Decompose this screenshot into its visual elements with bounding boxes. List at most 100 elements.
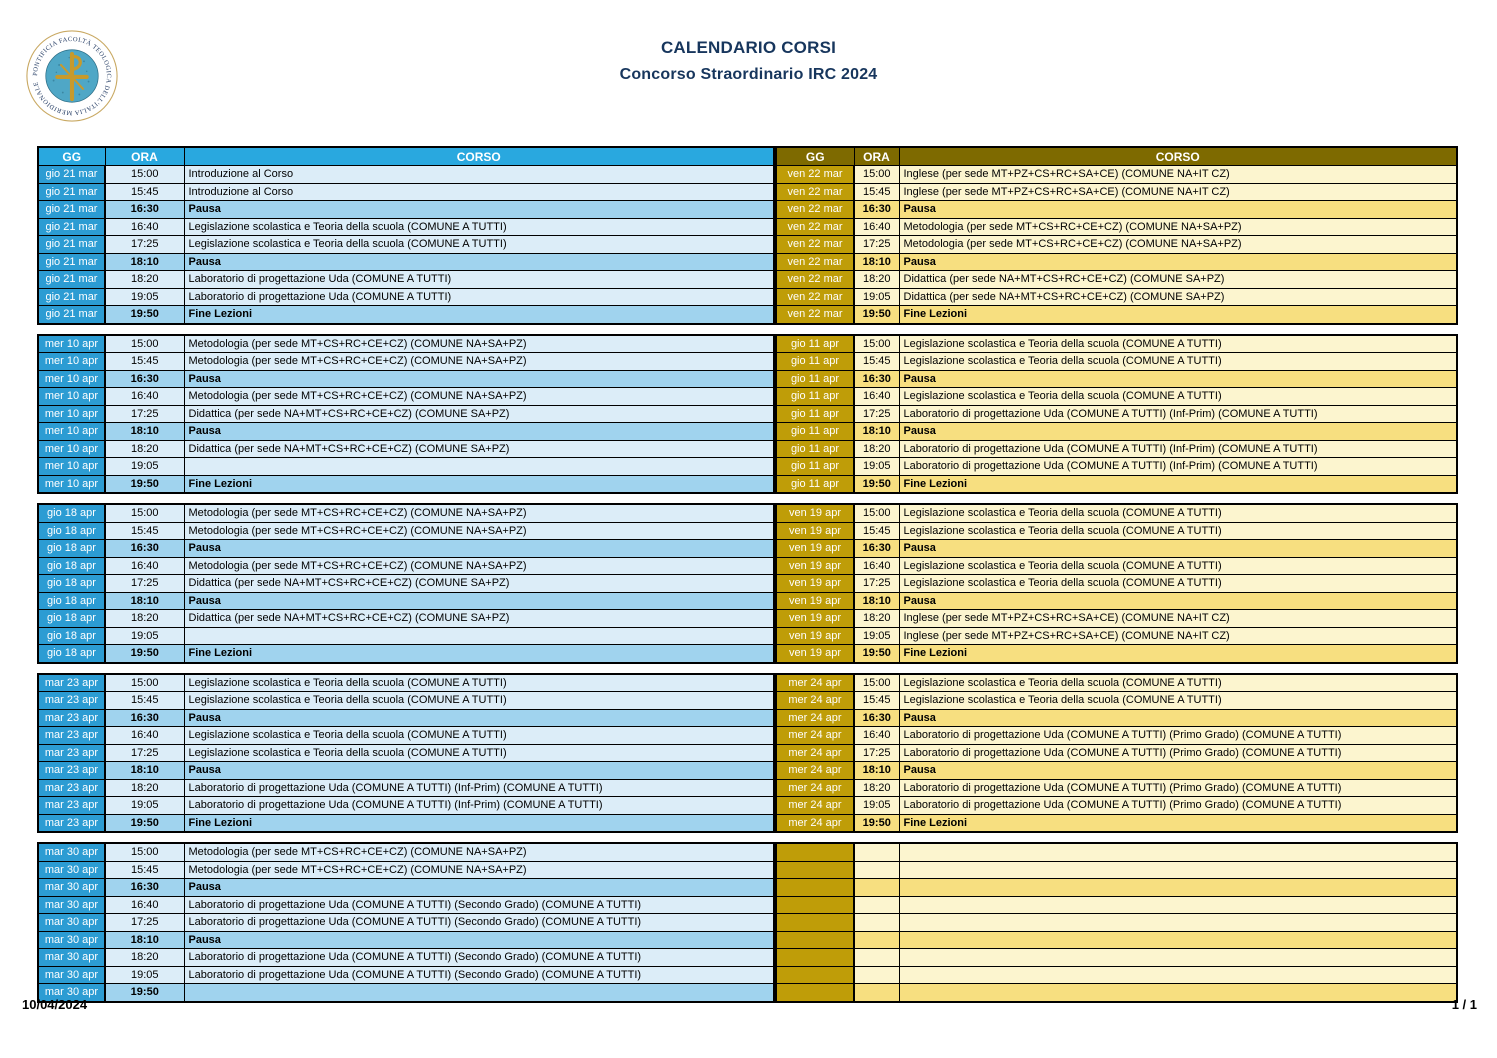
day-cell: gio 21 mar <box>37 200 106 219</box>
time-cell: 19:05 <box>853 457 900 476</box>
time-cell: 16:30 <box>853 200 900 219</box>
day-cell: ven 19 apr <box>775 556 855 575</box>
course-cell: Laboratorio di progettazione Uda (COMUNE… <box>183 796 775 815</box>
time-cell: 17:25 <box>104 913 185 932</box>
day-cell: ven 19 apr <box>775 574 855 593</box>
course-cell: Fine Lezioni <box>183 644 775 663</box>
schedule-row: ven 22 mar 15:45 Inglese (per sede MT+PZ+C… <box>775 182 1458 201</box>
day-cell: ven 22 mar <box>775 217 855 236</box>
time-cell: 18:10 <box>853 422 900 441</box>
schedule-row: ven 19 apr 16:40 Legislazione scolastica e… <box>775 556 1458 575</box>
day-cell: ven 19 apr <box>775 591 855 610</box>
day-cell: mer 24 apr <box>775 761 855 780</box>
day-table-right: GG ORA CORSO ven 22 mar 15:00 Inglese (per se… <box>775 146 1458 325</box>
course-cell: Legislazione scolastica e Teoria della s… <box>183 673 775 692</box>
schedule-row: gio 11 apr 16:40 Legislazione scolastica e… <box>775 387 1458 406</box>
schedule-row: mar 30 apr 16:40 Laboratorio di progettazi… <box>37 895 775 914</box>
time-cell: 17:25 <box>104 235 185 254</box>
schedule-row: mer 10 apr 15:45 Metodologia (per sede MT+… <box>37 352 775 371</box>
course-cell: Introduzione al Corso <box>183 165 775 184</box>
course-cell: Pausa <box>183 369 775 388</box>
day-cell: gio 21 mar <box>37 165 106 184</box>
day-table-left: gio 18 apr 15:00 Metodologia (per sede MT+… <box>37 503 775 664</box>
time-cell: 19:05 <box>853 626 900 645</box>
schedule-row: gio 21 mar 16:40 Legislazione scolastica e… <box>37 217 775 236</box>
course-cell: Legislazione scolastica e Teoria della s… <box>183 691 775 710</box>
time-cell: 16:30 <box>104 200 185 219</box>
course-cell: Pausa <box>898 761 1458 780</box>
day-cell: mer 24 apr <box>775 743 855 762</box>
schedule-row: gio 11 apr 17:25 Laboratorio di progettazi… <box>775 404 1458 423</box>
time-cell: 15:00 <box>104 334 185 353</box>
course-cell: Fine Lezioni <box>898 474 1458 494</box>
schedule-row <box>775 983 1458 1002</box>
schedule-row <box>775 948 1458 967</box>
course-cell: Pausa <box>898 369 1458 388</box>
day-cell: gio 18 apr <box>37 574 106 593</box>
schedule-row: ven 19 apr 19:05 Inglese (per sede MT+PZ+C… <box>775 626 1458 645</box>
day-cell: gio 11 apr <box>775 387 855 406</box>
day-cell: mer 24 apr <box>775 673 855 692</box>
day-cell: mar 30 apr <box>37 913 106 932</box>
time-cell: 16:30 <box>853 708 900 727</box>
schedule-row: gio 21 mar 15:00 Introduzione al Corso <box>37 165 775 184</box>
time-cell: 17:25 <box>104 574 185 593</box>
day-cell: gio 18 apr <box>37 556 106 575</box>
time-cell: 15:00 <box>104 503 185 523</box>
course-cell: Metodologia (per sede MT+CS+RC+CE+CZ) (C… <box>183 334 775 353</box>
time-cell <box>853 878 900 897</box>
course-cell: Laboratorio di progettazione Uda (COMUNE… <box>898 743 1458 762</box>
schedule-row: gio 11 apr 19:50 Fine Lezioni <box>775 474 1458 494</box>
day-cell: mer 24 apr <box>775 813 855 833</box>
day-cell: mer 10 apr <box>37 457 106 476</box>
schedule-row: ven 22 mar 19:50 Fine Lezioni <box>775 305 1458 324</box>
day-cell: mer 10 apr <box>37 352 106 371</box>
time-cell: 18:20 <box>853 778 900 797</box>
schedule-row: mar 30 apr 19:50 <box>37 983 775 1002</box>
course-cell <box>183 626 775 645</box>
course-cell: Pausa <box>183 539 775 558</box>
schedule-row: mar 30 apr 15:45 Metodologia (per sede MT+… <box>37 860 775 879</box>
time-cell: 16:30 <box>104 369 185 388</box>
schedule-row: gio 21 mar 18:20 Laboratorio di progettazi… <box>37 270 775 289</box>
day-table-right: ven 19 apr 15:00 Legislazione scolastica e… <box>775 503 1458 664</box>
day-cell: gio 11 apr <box>775 439 855 458</box>
schedule-row: gio 21 mar 17:25 Legislazione scolastica e… <box>37 235 775 254</box>
day-cell <box>775 965 855 984</box>
time-cell: 16:30 <box>853 369 900 388</box>
schedule-row: mer 10 apr 19:50 Fine Lezioni <box>37 474 775 494</box>
day-cell <box>775 895 855 914</box>
day-cell <box>775 913 855 932</box>
time-cell: 17:25 <box>104 743 185 762</box>
schedule-row: ven 22 mar 18:20 Didattica (per sede NA+MT… <box>775 270 1458 289</box>
time-cell: 15:00 <box>104 673 185 692</box>
course-cell <box>898 948 1458 967</box>
day-cell: mer 10 apr <box>37 387 106 406</box>
schedule-row: mer 10 apr 16:40 Metodologia (per sede MT+… <box>37 387 775 406</box>
time-cell: 19:05 <box>104 287 185 306</box>
schedule-block: gio 18 apr 15:00 Metodologia (per sede MT+… <box>37 503 1458 664</box>
day-cell: gio 21 mar <box>37 287 106 306</box>
schedule-row: ven 19 apr 15:45 Legislazione scolastica e… <box>775 521 1458 540</box>
time-cell: 16:40 <box>104 726 185 745</box>
header-row: GG ORA CORSO <box>775 146 1458 166</box>
course-cell: Didattica (per sede NA+MT+CS+RC+CE+CZ) (… <box>898 270 1458 289</box>
time-cell <box>853 913 900 932</box>
schedule-row: mar 23 apr 18:10 Pausa <box>37 761 775 780</box>
day-cell: mer 24 apr <box>775 708 855 727</box>
time-cell: 18:20 <box>853 270 900 289</box>
day-cell: gio 21 mar <box>37 235 106 254</box>
schedule-block: mer 10 apr 15:00 Metodologia (per sede MT+… <box>37 333 1458 494</box>
time-cell: 16:40 <box>104 895 185 914</box>
day-cell: mer 24 apr <box>775 691 855 710</box>
course-cell: Legislazione scolastica e Teoria della s… <box>183 743 775 762</box>
time-cell: 19:50 <box>853 305 900 324</box>
time-cell: 19:05 <box>104 457 185 476</box>
course-cell: Laboratorio di progettazione Uda (COMUNE… <box>183 287 775 306</box>
schedule-row: mer 24 apr 16:30 Pausa <box>775 708 1458 727</box>
day-cell: mar 30 apr <box>37 878 106 897</box>
time-cell: 18:20 <box>104 609 185 628</box>
day-cell: gio 18 apr <box>37 609 106 628</box>
time-cell: 19:50 <box>104 305 185 324</box>
time-cell: 19:50 <box>104 474 185 494</box>
